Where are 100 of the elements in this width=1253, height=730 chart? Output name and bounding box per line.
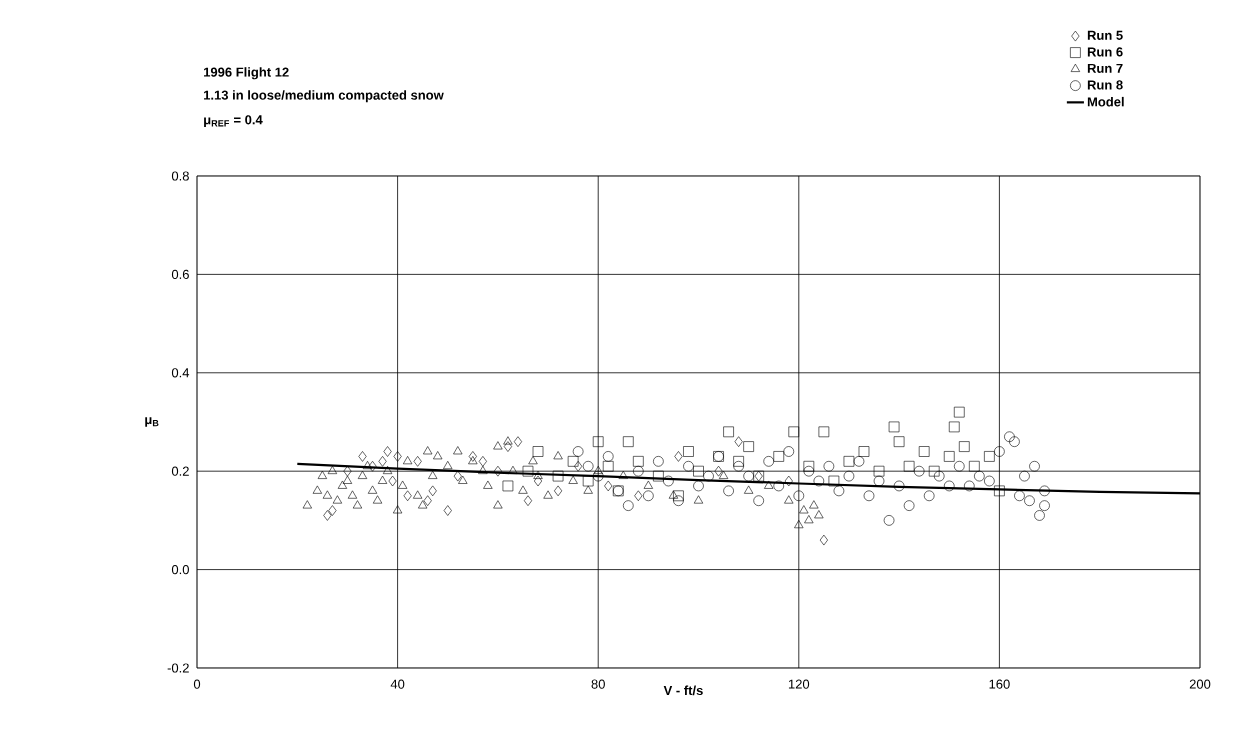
point <box>567 456 579 467</box>
point <box>903 500 915 511</box>
point <box>418 500 428 509</box>
text: μ$_{REF}$ = 0.4 <box>204 115 263 127</box>
point <box>853 456 865 467</box>
point <box>843 456 855 467</box>
point <box>888 421 900 433</box>
point <box>804 515 814 524</box>
point <box>1024 495 1035 506</box>
point <box>943 451 955 462</box>
point <box>668 490 679 499</box>
point <box>328 505 337 516</box>
legend-label: Model <box>1087 96 1124 107</box>
point <box>352 500 363 509</box>
point <box>368 460 377 472</box>
y-tick-label: 0.6 <box>171 269 189 279</box>
x-tick-label: 80 <box>591 679 605 689</box>
point <box>633 465 644 477</box>
point <box>443 460 453 470</box>
point <box>478 465 488 474</box>
point <box>1034 510 1045 521</box>
point <box>393 451 402 462</box>
point <box>873 465 885 477</box>
point <box>468 456 478 465</box>
legend-label: Run 7 <box>1087 63 1123 73</box>
point <box>703 470 714 482</box>
point <box>994 485 1005 497</box>
y-tick-label: 0.8 <box>171 171 189 181</box>
point <box>317 470 328 479</box>
point <box>733 456 744 467</box>
point <box>377 475 388 484</box>
point <box>323 510 332 521</box>
point <box>378 456 387 467</box>
point <box>974 470 985 482</box>
point <box>392 505 403 514</box>
point <box>372 495 383 504</box>
point <box>403 490 412 502</box>
point <box>893 480 905 492</box>
y-tick-label: 0.2 <box>171 466 189 476</box>
point <box>502 480 514 492</box>
point <box>413 456 422 467</box>
point <box>794 520 804 529</box>
point <box>718 470 729 479</box>
point <box>302 500 312 509</box>
point <box>923 490 935 502</box>
point <box>483 480 493 489</box>
point <box>513 436 523 447</box>
point <box>828 475 840 487</box>
point <box>833 485 845 497</box>
point <box>572 446 584 457</box>
point <box>734 436 743 447</box>
point <box>347 490 358 499</box>
point <box>362 460 373 470</box>
point <box>663 475 674 487</box>
point <box>533 475 543 487</box>
point <box>327 465 338 474</box>
x-tick-label: 0 <box>193 679 201 689</box>
point <box>674 451 683 462</box>
point <box>312 485 322 494</box>
point <box>1029 460 1040 472</box>
point <box>503 441 512 452</box>
point <box>592 470 604 482</box>
point <box>433 451 443 460</box>
point <box>413 490 423 499</box>
point <box>633 456 644 467</box>
point <box>969 460 980 472</box>
point <box>933 470 945 482</box>
point <box>493 500 503 509</box>
point <box>574 460 583 472</box>
point <box>858 446 870 457</box>
point <box>753 495 764 506</box>
y-tick-label: 0.4 <box>171 368 190 378</box>
point <box>788 426 800 438</box>
point <box>784 475 793 487</box>
point <box>953 406 965 418</box>
point <box>553 451 563 460</box>
point <box>928 465 940 477</box>
point <box>653 470 664 482</box>
point <box>953 460 965 472</box>
point <box>964 480 975 492</box>
point <box>1004 431 1015 443</box>
point <box>683 460 694 472</box>
point <box>744 485 754 494</box>
point <box>554 485 563 497</box>
point <box>582 475 594 487</box>
point <box>948 421 960 433</box>
legend-label: Run 8 <box>1087 80 1123 90</box>
point <box>602 460 614 472</box>
point <box>913 465 925 477</box>
point <box>593 465 603 474</box>
point <box>383 446 392 457</box>
point <box>723 426 734 438</box>
point <box>604 480 613 492</box>
point <box>773 480 785 492</box>
point <box>357 470 368 479</box>
point <box>522 465 534 477</box>
x-tick-label: 160 <box>989 679 1010 689</box>
point <box>693 480 704 492</box>
point <box>714 465 723 477</box>
point <box>618 470 628 479</box>
